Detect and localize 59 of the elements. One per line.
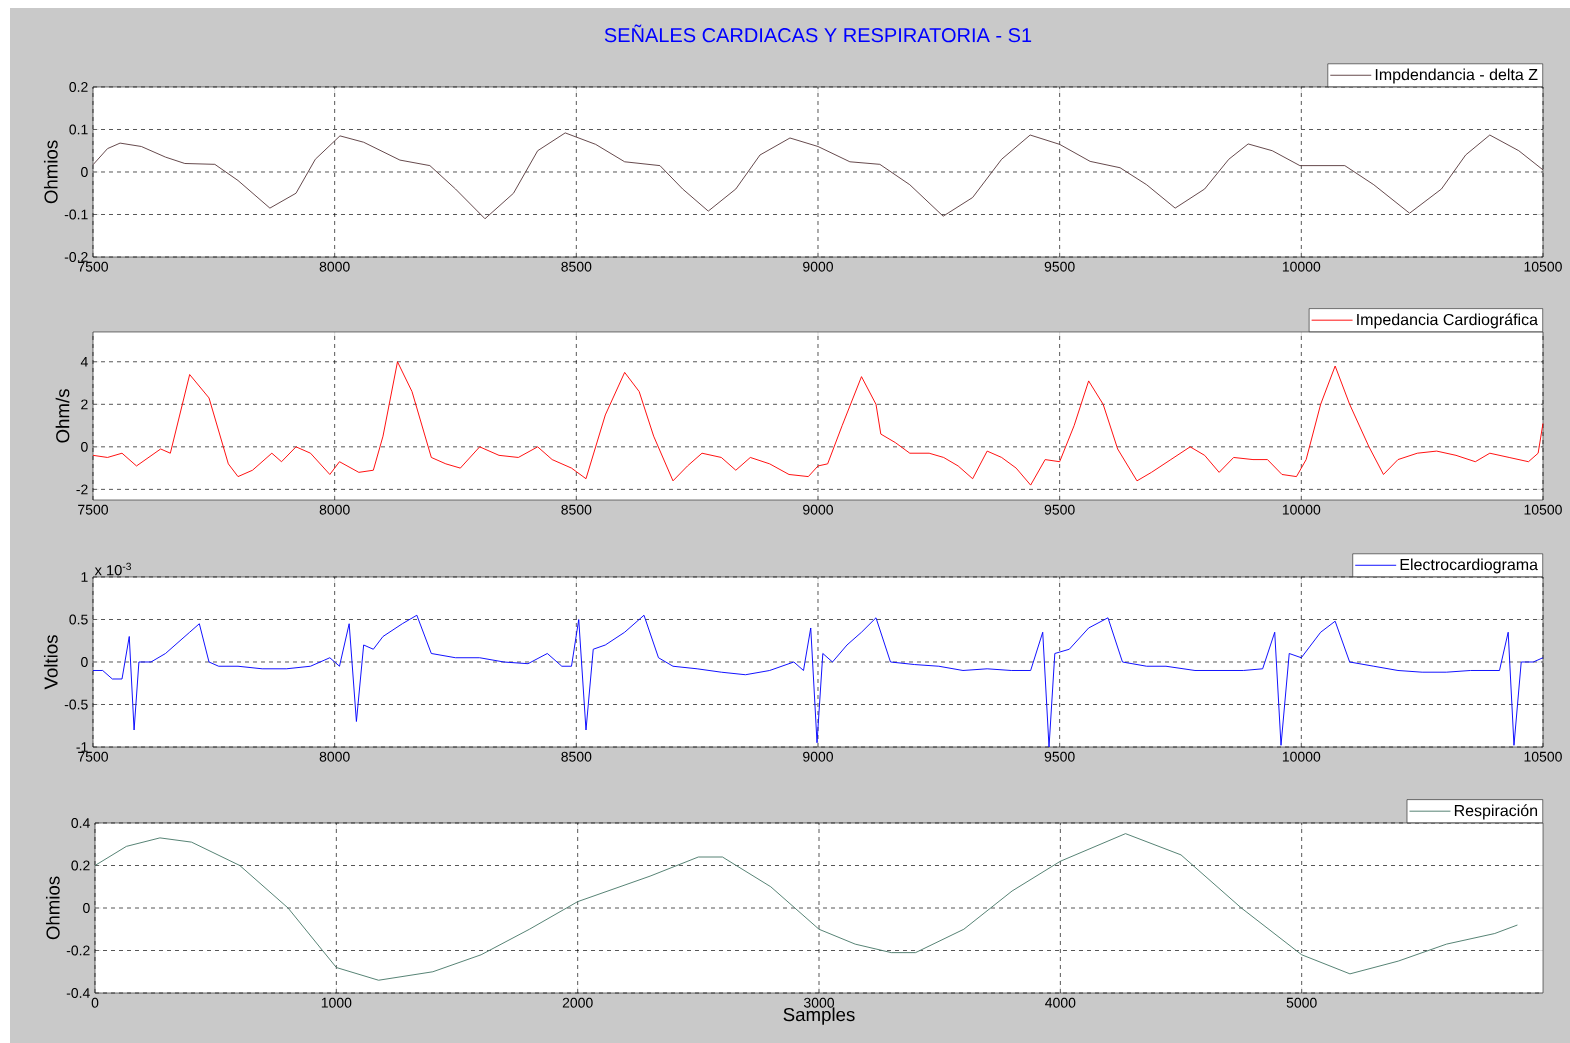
x-tick-label: 7500 xyxy=(78,504,109,515)
y-tick-label: 0 xyxy=(81,441,88,452)
x-tick-label: 3000 xyxy=(803,997,835,1008)
y-tick-label: 0.2 xyxy=(69,82,88,92)
x-tick-label: 8000 xyxy=(319,751,350,762)
y-tick-label: 2 xyxy=(81,399,88,410)
legend-label: Respiración xyxy=(1454,804,1538,820)
y-axis-title: Voltios xyxy=(43,635,58,690)
y-tick-label: 0 xyxy=(83,903,90,913)
y-tick-label: -0.4 xyxy=(66,988,90,998)
x-tick-label: 7500 xyxy=(78,751,109,762)
x-tick-label: 10000 xyxy=(1282,751,1321,762)
x-tick-label: 10500 xyxy=(1524,504,1562,515)
y-tick-label: -0.1 xyxy=(64,209,88,220)
x-tick-label: 9000 xyxy=(803,751,833,762)
x-tick-label: 9500 xyxy=(1044,504,1075,515)
x-tick-label: 10000 xyxy=(1282,504,1321,515)
y-tick-label: 0.4 xyxy=(71,818,90,828)
y-axis-title: Ohmios xyxy=(43,140,58,204)
y-tick-label: 1 xyxy=(81,572,88,582)
x-tick-label: 10500 xyxy=(1524,261,1562,272)
x-tick-label: 2000 xyxy=(562,997,593,1008)
y-tick-label: 0 xyxy=(81,167,88,177)
x-tick-label: 8500 xyxy=(561,751,592,762)
legend-label: Electrocardiograma xyxy=(1400,558,1539,574)
x-tick-label: 1000 xyxy=(321,997,352,1008)
x-tick-label: 9500 xyxy=(1044,751,1075,762)
y-tick-label: -0.2 xyxy=(64,252,88,262)
x-tick-label: 8500 xyxy=(561,504,592,515)
x-tick-label: 0 xyxy=(91,997,99,1008)
legend-label: Impdendancia - delta Z xyxy=(1375,68,1538,84)
x-tick-label: 9000 xyxy=(803,504,833,515)
x-axis-title: Samples xyxy=(783,1007,855,1025)
chart-title: SEÑALES CARDIACAS Y RESPIRATORIA - S1 xyxy=(604,24,1032,43)
y-tick-label: -0.2 xyxy=(66,945,90,956)
x-tick-label: 10000 xyxy=(1282,261,1321,272)
text: x 10$^{-3}$ xyxy=(94,562,131,576)
x-tick-label: 4000 xyxy=(1045,997,1076,1008)
legend-label: Impedancia Cardiográfica xyxy=(1357,313,1538,329)
x-tick-label: 8500 xyxy=(561,261,592,272)
x-tick-label: 7500 xyxy=(78,261,109,272)
y-tick-label: -0.5 xyxy=(64,699,88,710)
y-tick-label: -1 xyxy=(76,742,88,752)
y-tick-label: 0.5 xyxy=(69,614,88,625)
x-tick-label: 8000 xyxy=(319,261,350,272)
y-axis-title: Ohmios xyxy=(45,876,60,940)
y-tick-label: 0.1 xyxy=(69,124,88,135)
x-tick-label: 5000 xyxy=(1286,997,1317,1008)
line-series xyxy=(94,833,1518,981)
line-series xyxy=(92,361,1544,486)
x-tick-label: 9500 xyxy=(1044,261,1075,272)
x-tick-label: 9000 xyxy=(803,261,833,272)
y-tick-label: -2 xyxy=(76,484,88,495)
y-axis-title: Ohm/s xyxy=(55,389,70,443)
y-tick-label: 0.2 xyxy=(71,860,90,871)
x-tick-label: 10500 xyxy=(1524,751,1562,762)
y-tick-label: 0 xyxy=(81,657,88,667)
x-tick-label: 8000 xyxy=(319,504,350,515)
y-tick-label: 4 xyxy=(80,356,88,367)
